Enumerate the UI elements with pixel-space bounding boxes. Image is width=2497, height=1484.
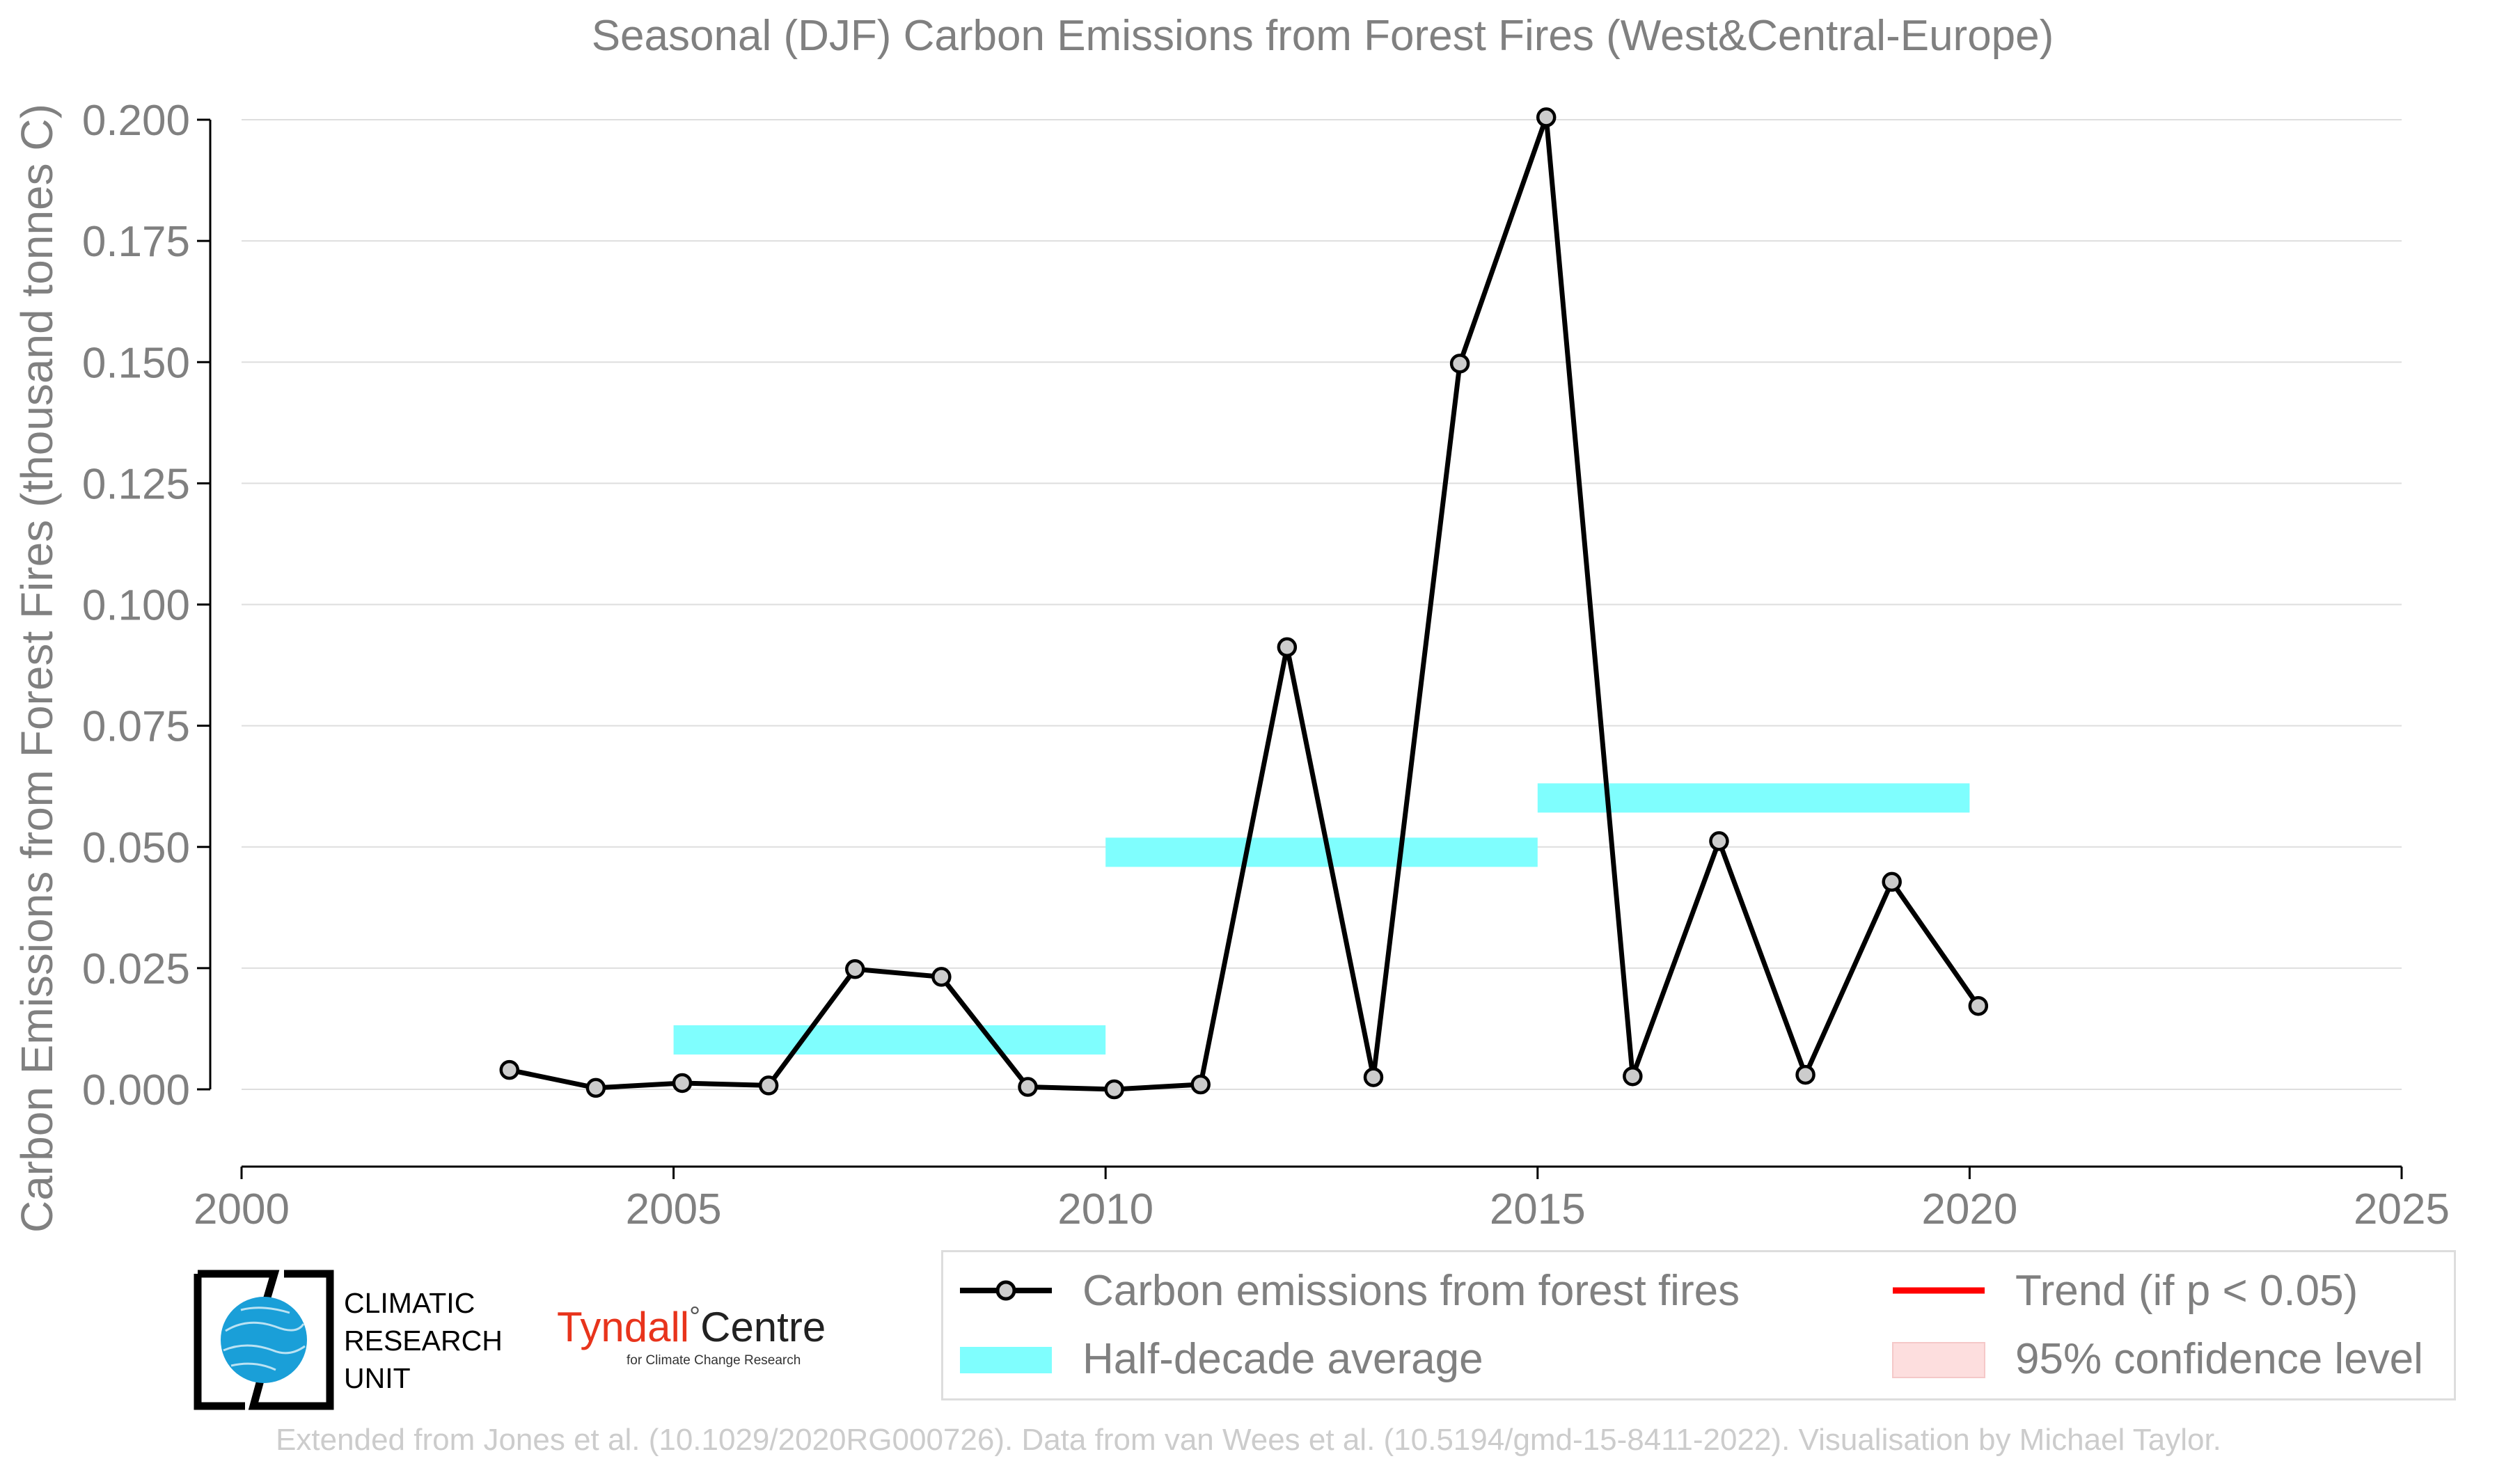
- cru-line1: CLIMATIC: [344, 1287, 475, 1319]
- x-tick-label: 2020: [1921, 1185, 2017, 1233]
- tyndall-subtitle: for Climate Change Research: [627, 1353, 801, 1368]
- data-point: [1018, 1077, 1038, 1097]
- legend-label-trend: Trend (if p < 0.05): [2015, 1266, 2358, 1315]
- data-point: [1623, 1066, 1643, 1087]
- data-point: [758, 1075, 779, 1096]
- footer-credit: Extended from Jones et al. (10.1029/2020…: [276, 1423, 2221, 1457]
- chart-title: Seasonal (DJF) Carbon Emissions from For…: [592, 12, 2054, 60]
- data-point: [1882, 871, 1902, 892]
- legend: Carbon emissions from forest fires Half-…: [941, 1250, 2456, 1400]
- data-point: [1449, 354, 1470, 374]
- x-tick-label: 2025: [2354, 1185, 2450, 1233]
- y-tick-label: 0.150: [82, 339, 190, 387]
- data-point: [672, 1073, 693, 1094]
- data-point: [1795, 1064, 1815, 1085]
- half-decade-bar: [1537, 783, 1970, 813]
- cru-line3: UNIT: [344, 1362, 411, 1394]
- tyndall-centre: Centre: [700, 1304, 826, 1350]
- emissions-line: [509, 115, 1980, 1092]
- y-tick-label: 0.075: [82, 703, 190, 751]
- data-point: [585, 1078, 606, 1098]
- emissions-markers: [499, 107, 1989, 1100]
- emissions-polyline: [509, 115, 1980, 1092]
- grid-lines: [242, 119, 2402, 1090]
- y-tick-label: 0.200: [82, 97, 190, 145]
- legend-red-line-swatch: [1893, 1287, 1985, 1294]
- x-tick-label: 2015: [1490, 1185, 1586, 1233]
- y-tick-label: 0.025: [82, 945, 190, 993]
- legend-item-emissions: Carbon emissions from forest fires: [957, 1266, 1740, 1315]
- data-point: [1709, 831, 1729, 851]
- legend-item-half-decade: Half-decade average: [957, 1334, 1483, 1383]
- axes: 0.000 0.025 0.050 0.075 0.100 0.125 0.150 0.175…: [82, 97, 2450, 1233]
- x-tick-label: 2005: [626, 1185, 722, 1233]
- y-tick-label: 0.125: [82, 460, 190, 508]
- tyndall-name: Tyndall: [557, 1304, 690, 1350]
- legend-item-confidence: 95% confidence level: [1890, 1334, 2423, 1383]
- tyndall-wordmark: Tyndall°Centre: [557, 1302, 826, 1351]
- data-point: [1104, 1079, 1124, 1100]
- legend-item-trend: Trend (if p < 0.05): [1890, 1266, 2358, 1315]
- y-tick-label: 0.100: [82, 582, 190, 630]
- data-point: [1363, 1067, 1384, 1087]
- legend-label-confidence: 95% confidence level: [2015, 1334, 2423, 1383]
- legend-label-half-decade: Half-decade average: [1082, 1334, 1483, 1383]
- y-tick-label: 0.000: [82, 1066, 190, 1114]
- half-decade-bar: [1105, 837, 1538, 867]
- cru-line2: RESEARCH: [344, 1325, 503, 1357]
- data-point: [1277, 637, 1298, 658]
- tyndall-logo: Tyndall°Centre for Climate Change Resear…: [557, 1299, 891, 1382]
- globe-icon: [194, 1270, 334, 1410]
- data-point: [931, 967, 952, 987]
- y-tick-label: 0.050: [82, 824, 190, 872]
- legend-label-emissions: Carbon emissions from forest fires: [1082, 1266, 1740, 1315]
- x-tick-label: 2010: [1057, 1185, 1153, 1233]
- half-decade-bar: [673, 1025, 1106, 1055]
- data-point: [1536, 107, 1557, 127]
- legend-pink-swatch: [1892, 1342, 1985, 1378]
- legend-cyan-swatch: [960, 1347, 1052, 1373]
- x-tick-label: 2000: [194, 1185, 290, 1233]
- data-point: [1968, 995, 1989, 1016]
- y-tick-label: 0.175: [82, 218, 190, 266]
- data-point: [499, 1059, 520, 1080]
- data-point: [1190, 1074, 1211, 1095]
- cru-logo: CLIMATIC RESEARCH UNIT: [192, 1268, 512, 1412]
- legend-line-marker-swatch: [960, 1280, 1052, 1301]
- tyndall-degree: °: [689, 1302, 701, 1332]
- data-point: [845, 959, 865, 979]
- y-axis-label: Carbon Emissions from Forest Fires (thou…: [12, 104, 62, 1233]
